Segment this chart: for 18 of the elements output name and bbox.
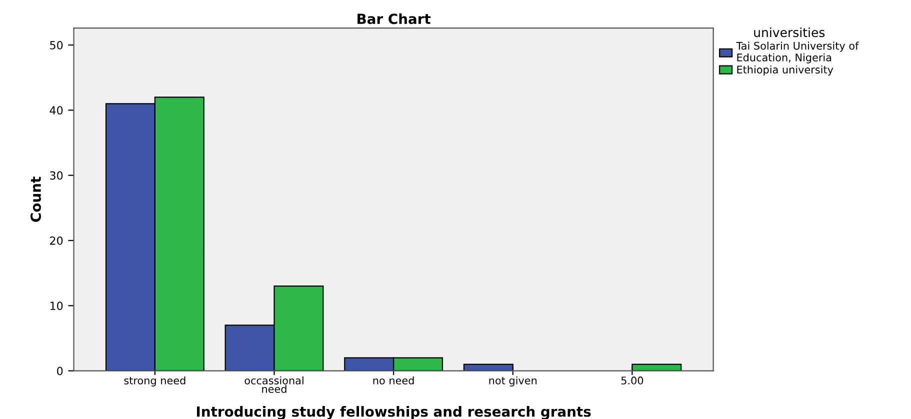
x-tick-label: 5.00	[621, 376, 644, 384]
bar	[463, 364, 514, 371]
legend-label: Tai Solarin University of Education, Nigeria	[736, 42, 859, 64]
y-tick-label: 10	[50, 302, 63, 310]
y-tick-label: 40	[50, 106, 63, 115]
y-tick-label: 20	[50, 236, 63, 245]
x-tick-label: occassional need	[244, 376, 304, 393]
y-tick-label: 0	[57, 366, 63, 376]
x-tick-label: no need	[373, 376, 414, 384]
bar	[632, 364, 682, 371]
legend-label: Ethiopia university	[737, 65, 834, 76]
y-tick-label: 30	[50, 171, 63, 180]
y-axis-title: Count	[30, 176, 41, 222]
chart-title: Bar Chart	[358, 13, 431, 24]
x-tick-label: strong need	[124, 376, 186, 386]
y-tick-label: 50	[50, 40, 63, 50]
x-tick-label: not given	[489, 376, 537, 386]
legend-title: universities	[754, 27, 825, 38]
